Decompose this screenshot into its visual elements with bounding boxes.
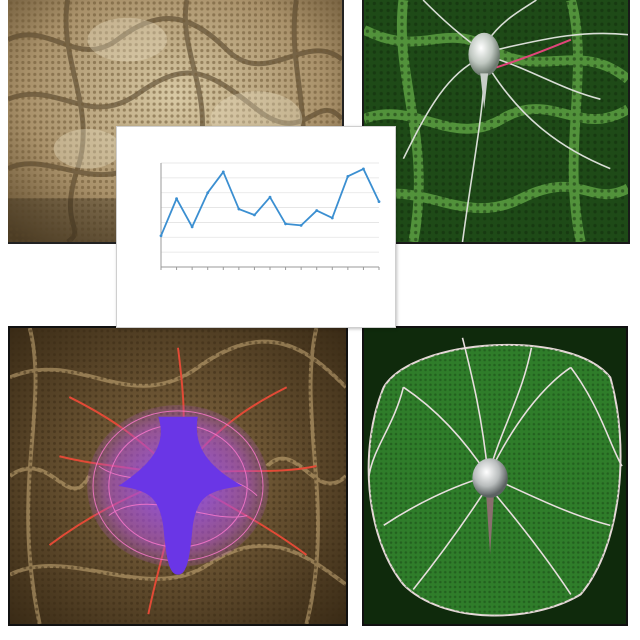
green-neuron-network-image	[362, 0, 630, 244]
line-chart-card	[116, 126, 396, 328]
data-point	[221, 170, 225, 174]
data-point	[299, 224, 303, 227]
data-point	[175, 197, 178, 201]
line-chart	[159, 162, 381, 270]
data-point	[377, 200, 381, 204]
data-point	[330, 216, 334, 220]
green-leaf-neuron-image	[362, 326, 628, 626]
data-point	[268, 195, 272, 199]
data-point	[284, 222, 287, 226]
data-point	[237, 207, 241, 211]
data-point	[253, 213, 256, 217]
violet-cell-image	[8, 326, 348, 626]
data-point	[315, 209, 319, 212]
data-point	[206, 191, 210, 195]
data-point	[159, 234, 163, 238]
data-point	[190, 225, 194, 229]
data-point	[346, 174, 350, 178]
data-point	[362, 167, 365, 171]
series-line	[160, 168, 380, 237]
